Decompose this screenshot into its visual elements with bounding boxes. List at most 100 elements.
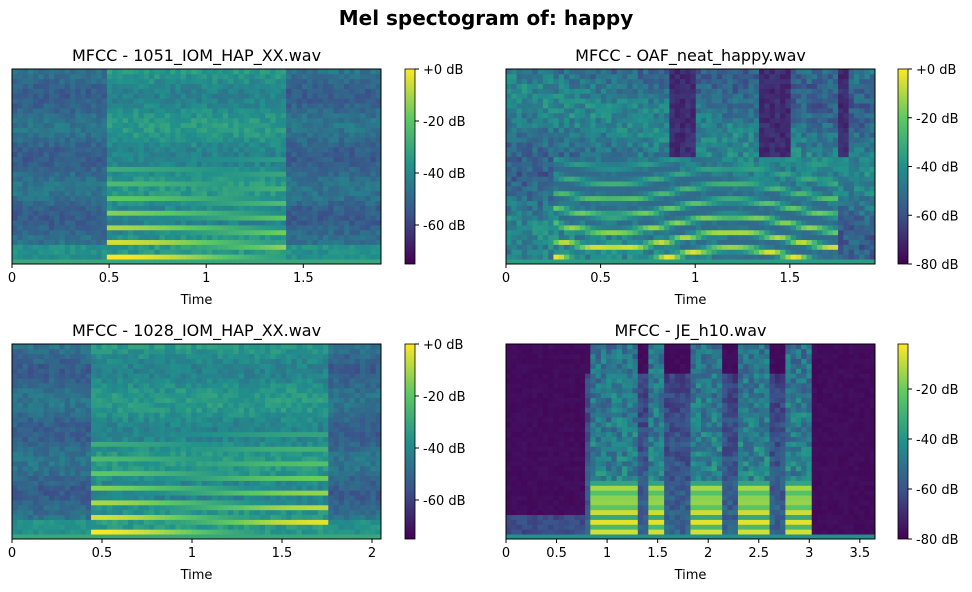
heatmap-cell xyxy=(627,78,633,85)
heatmap-cell xyxy=(133,254,139,260)
heatmap-cell xyxy=(164,83,171,89)
heatmap-cell xyxy=(585,166,591,172)
heatmap-cell xyxy=(38,108,45,114)
heatmap-cell xyxy=(159,210,166,216)
heatmap-cell xyxy=(69,186,76,192)
heatmap-cell xyxy=(280,215,287,221)
heatmap-cell xyxy=(716,73,723,80)
heatmap-cell xyxy=(558,88,565,94)
heatmap-cell xyxy=(164,93,171,99)
heatmap-cell xyxy=(553,234,560,241)
heatmap-cell xyxy=(632,137,639,143)
heatmap-cell xyxy=(43,93,50,99)
heatmap-cell xyxy=(753,117,760,124)
heatmap-cell xyxy=(590,108,597,114)
heatmap-cell xyxy=(185,69,192,75)
heatmap-cell xyxy=(143,259,150,265)
heatmap-cell xyxy=(616,210,623,216)
heatmap-cell xyxy=(207,132,213,138)
heatmap-cell xyxy=(748,259,755,265)
heatmap-cell xyxy=(280,176,287,182)
heatmap-cell xyxy=(764,225,770,231)
heatmap-cell xyxy=(12,186,18,192)
heatmap-cell xyxy=(33,229,39,236)
heatmap-cell xyxy=(521,195,528,202)
heatmap-cell xyxy=(101,69,108,75)
heatmap-cell xyxy=(506,156,512,163)
heatmap-cell xyxy=(690,147,697,153)
heatmap-cell xyxy=(511,78,517,85)
heatmap-cell xyxy=(354,142,361,148)
heatmap-cell xyxy=(711,69,718,75)
heatmap-cell xyxy=(527,176,533,182)
heatmap-cell xyxy=(54,108,60,114)
heatmap-cell xyxy=(333,234,340,241)
heatmap-cell xyxy=(753,229,760,236)
heatmap-cell xyxy=(249,147,255,153)
heatmap-cell xyxy=(532,98,539,104)
heatmap-cell xyxy=(579,161,586,167)
heatmap-cell xyxy=(701,73,707,80)
heatmap-cell xyxy=(38,103,45,109)
heatmap-cell xyxy=(27,156,34,163)
heatmap-cell xyxy=(154,161,160,167)
heatmap-cell xyxy=(85,176,92,182)
heatmap-cell xyxy=(333,112,340,119)
heatmap-cell xyxy=(64,98,71,104)
heatmap-cell xyxy=(679,186,686,192)
heatmap-cell xyxy=(600,103,607,109)
heatmap-cell xyxy=(527,93,533,99)
heatmap-cell xyxy=(695,132,702,138)
heatmap-cell xyxy=(106,210,113,216)
heatmap-cell xyxy=(537,151,544,158)
heatmap-cell xyxy=(27,200,34,206)
heatmap-cell xyxy=(296,200,303,206)
heatmap-cell xyxy=(532,73,539,80)
heatmap-cell xyxy=(648,195,654,202)
heatmap-cell xyxy=(759,181,765,187)
heatmap-cell xyxy=(254,161,261,167)
heatmap-cell xyxy=(553,186,560,192)
heatmap-cell xyxy=(196,161,203,167)
heatmap-cell xyxy=(658,200,665,206)
heatmap-cell xyxy=(312,69,319,75)
heatmap-cell xyxy=(33,117,39,124)
heatmap-cell xyxy=(180,239,187,245)
heatmap-cell xyxy=(328,171,334,177)
heatmap-cell xyxy=(112,225,118,231)
heatmap-cell xyxy=(611,132,618,138)
heatmap-cell xyxy=(138,103,145,109)
heatmap-cell xyxy=(579,73,586,80)
heatmap-cell xyxy=(695,98,702,104)
heatmap-cell xyxy=(370,200,377,206)
heatmap-cell xyxy=(516,186,523,192)
heatmap-cell xyxy=(359,137,366,143)
heatmap-cell xyxy=(743,234,749,241)
heatmap-cell xyxy=(154,220,160,226)
heatmap-cell xyxy=(143,190,150,197)
heatmap-cell xyxy=(354,181,361,187)
heatmap-cell xyxy=(579,259,586,265)
heatmap-cell xyxy=(101,234,108,241)
heatmap-cell xyxy=(574,225,581,231)
heatmap-cell xyxy=(201,98,208,104)
heatmap-cell xyxy=(743,83,749,89)
heatmap-cell xyxy=(375,69,382,75)
heatmap-cell xyxy=(265,151,271,158)
heatmap-cell xyxy=(180,103,187,109)
heatmap-cell xyxy=(17,254,23,260)
heatmap-cell xyxy=(328,176,334,182)
heatmap-cell xyxy=(632,234,639,241)
heatmap-cell xyxy=(12,259,18,265)
heatmap-cell xyxy=(59,254,66,260)
heatmap-cell xyxy=(370,151,377,158)
heatmap-cell xyxy=(291,142,298,148)
heatmap-cell xyxy=(695,259,702,265)
heatmap-cell xyxy=(106,88,113,94)
heatmap-cell xyxy=(574,103,581,109)
heatmap-cell xyxy=(122,108,129,114)
heatmap-cell xyxy=(669,210,676,216)
heatmap-cell xyxy=(75,137,81,143)
heatmap-cell xyxy=(354,205,361,211)
heatmap-cell xyxy=(579,195,586,202)
